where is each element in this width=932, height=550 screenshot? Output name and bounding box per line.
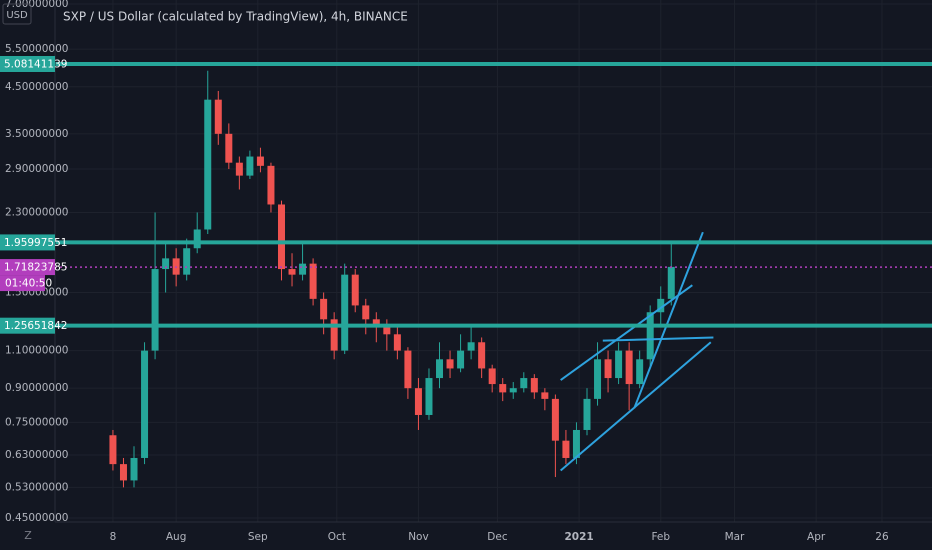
x-tick-label: Nov bbox=[408, 531, 429, 543]
candle-body bbox=[235, 162, 243, 176]
candle-body bbox=[183, 248, 191, 275]
candle-body bbox=[256, 156, 264, 166]
trend-line bbox=[602, 336, 714, 342]
price-label-box bbox=[0, 259, 55, 276]
candle-body bbox=[267, 165, 275, 205]
candle-body bbox=[667, 266, 675, 299]
y-tick-label: 2.90000000 bbox=[5, 163, 68, 175]
x-tick-label: Dec bbox=[487, 531, 508, 543]
candle-body bbox=[457, 350, 465, 369]
countdown: 01:40:50 bbox=[5, 278, 52, 290]
candle-body bbox=[151, 269, 159, 351]
candle-body bbox=[488, 368, 496, 385]
candle-body bbox=[530, 378, 538, 393]
candle-body bbox=[193, 229, 201, 249]
chart-title: SXP / US Dollar (calculated by TradingVi… bbox=[63, 10, 408, 24]
candle-body bbox=[446, 359, 454, 369]
candle-body bbox=[436, 359, 444, 379]
candle-body bbox=[162, 258, 170, 270]
y-tick-label: 2.30000000 bbox=[5, 206, 68, 218]
price-label-box bbox=[0, 234, 55, 251]
price-label-box bbox=[0, 55, 55, 72]
candle-body bbox=[277, 204, 285, 270]
y-tick-label: 5.50000000 bbox=[5, 43, 68, 55]
candle-body bbox=[393, 334, 401, 351]
candle-body bbox=[414, 388, 422, 415]
candle-body bbox=[615, 350, 623, 379]
candle-body bbox=[225, 133, 233, 163]
candle-body bbox=[204, 99, 212, 230]
y-tick-label: 4.50000000 bbox=[5, 81, 68, 93]
x-tick-label: 2021 bbox=[564, 531, 593, 543]
candle-body bbox=[214, 99, 222, 134]
candle-body bbox=[404, 350, 412, 389]
x-tick-label: Sep bbox=[248, 531, 268, 543]
candle-body bbox=[499, 384, 507, 393]
currency-box bbox=[2, 3, 32, 25]
plot bbox=[55, 61, 932, 488]
candle-body bbox=[425, 378, 433, 415]
candle-body bbox=[362, 305, 370, 320]
candle-body bbox=[572, 429, 580, 458]
y-tick-label: 3.50000000 bbox=[5, 128, 68, 140]
x-tick-label: Oct bbox=[328, 531, 346, 543]
scale-mode[interactable]: Z bbox=[24, 529, 32, 542]
candle-body bbox=[562, 440, 570, 458]
candle-body bbox=[636, 359, 644, 385]
candle-body bbox=[657, 298, 665, 313]
price-label: 1.95997551 bbox=[4, 237, 67, 249]
axis: 0.45000000 0.53000000 0.63000000 0.75000000… bbox=[0, 0, 889, 543]
candle-body bbox=[383, 326, 391, 335]
candle-body bbox=[625, 350, 633, 385]
candle-body bbox=[646, 312, 654, 360]
y-tick-label: 0.63000000 bbox=[5, 449, 68, 461]
trend-line bbox=[560, 284, 693, 381]
candle-body bbox=[119, 464, 127, 481]
candle-body bbox=[604, 359, 612, 379]
candle-body bbox=[551, 398, 559, 441]
x-tick-label: Apr bbox=[807, 531, 826, 543]
price-label: 5.08141139 bbox=[4, 58, 67, 70]
candle-body bbox=[141, 350, 149, 458]
candle-body bbox=[509, 388, 517, 393]
x-tick-label: 26 bbox=[875, 531, 889, 543]
x-tick-label: Aug bbox=[166, 531, 187, 543]
candle-body bbox=[341, 274, 349, 351]
candle-body bbox=[309, 263, 317, 299]
candle-body bbox=[520, 378, 528, 389]
x-tick-label: 8 bbox=[110, 531, 117, 543]
price-label-box bbox=[0, 317, 55, 334]
candle-body bbox=[467, 342, 475, 351]
countdown-box bbox=[0, 275, 45, 292]
candle-body bbox=[299, 263, 307, 275]
x-tick-label: Feb bbox=[651, 531, 670, 543]
candle-body bbox=[288, 269, 296, 275]
currency: USD bbox=[6, 10, 28, 21]
y-tick-label: 0.75000000 bbox=[5, 416, 68, 428]
candle-body bbox=[594, 359, 602, 399]
y-tick-label: 0.90000000 bbox=[5, 382, 68, 394]
price-label: 1.71823785 bbox=[4, 262, 67, 274]
candle-body bbox=[246, 156, 254, 176]
candle-body bbox=[478, 342, 486, 369]
candle-body bbox=[583, 398, 591, 430]
candle-body bbox=[541, 392, 549, 399]
candle-body bbox=[351, 274, 359, 306]
price-label: 1.25651842 bbox=[4, 320, 67, 332]
candle-body bbox=[372, 319, 380, 327]
y-tick-label: 1.10000000 bbox=[5, 345, 68, 357]
y-tick-label: 0.45000000 bbox=[5, 512, 68, 524]
y-tick-label: 7.00000000 bbox=[5, 0, 68, 10]
candle-body bbox=[109, 435, 117, 465]
trend-line bbox=[633, 231, 704, 409]
candle-body bbox=[330, 319, 338, 351]
y-tick-label: 0.53000000 bbox=[5, 481, 68, 493]
candle-body bbox=[130, 457, 138, 481]
candle-body bbox=[320, 298, 328, 320]
x-tick-label: Mar bbox=[725, 531, 745, 543]
